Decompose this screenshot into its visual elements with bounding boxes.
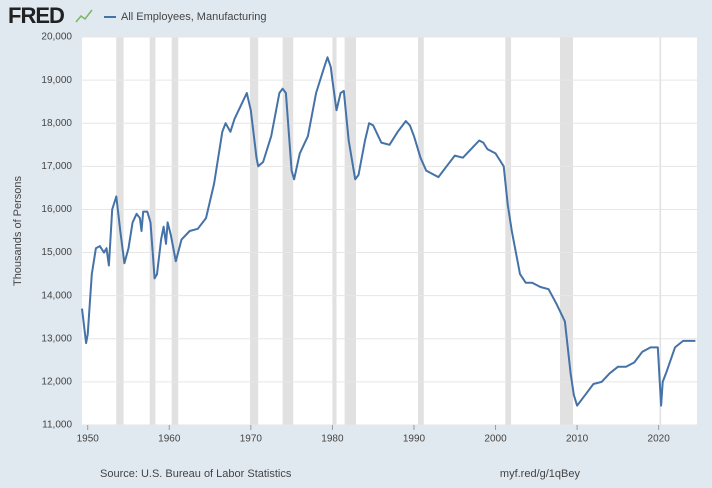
y-tick-label: 18,000 — [41, 118, 72, 129]
y-tick-label: 19,000 — [41, 75, 72, 86]
x-tick-label: 2000 — [484, 434, 507, 445]
recession-band — [332, 37, 337, 425]
recession-band — [149, 37, 156, 425]
x-tick-label: 1990 — [403, 434, 426, 445]
short-link[interactable]: myf.red/g/1qBey — [500, 468, 581, 480]
y-tick-label: 17,000 — [41, 161, 72, 172]
y-tick-label: 13,000 — [41, 333, 72, 344]
recession-band — [559, 37, 574, 425]
plot-area — [82, 37, 697, 425]
y-tick-label: 20,000 — [41, 32, 72, 43]
recession-band — [250, 37, 259, 425]
y-tick-label: 15,000 — [41, 247, 72, 258]
recession-band — [418, 37, 424, 425]
recession-band — [282, 37, 294, 425]
logo[interactable]: FRED — [8, 3, 65, 28]
recession-band — [659, 37, 662, 425]
y-axis-label: Thousands of Persons — [12, 175, 24, 286]
logo-icon — [75, 9, 93, 23]
x-tick-label: 1970 — [240, 434, 263, 445]
recession-band — [171, 37, 179, 425]
y-tick-label: 14,000 — [41, 290, 72, 301]
x-tick-label: 2010 — [566, 434, 589, 445]
y-tick-label: 12,000 — [41, 377, 72, 388]
x-tick-label: 1980 — [321, 434, 344, 445]
x-tick-label: 2020 — [648, 434, 671, 445]
recession-band — [505, 37, 512, 425]
recession-band — [344, 37, 357, 425]
y-tick-label: 11,000 — [42, 420, 72, 431]
series-line — [81, 56, 696, 407]
legend-label: All Employees, Manufacturing — [121, 11, 267, 23]
y-tick-label: 16,000 — [41, 204, 72, 215]
source-note: Source: U.S. Bureau of Labor Statistics — [100, 468, 292, 480]
x-tick-label: 1950 — [77, 434, 100, 445]
x-tick-label: 1960 — [158, 434, 181, 445]
